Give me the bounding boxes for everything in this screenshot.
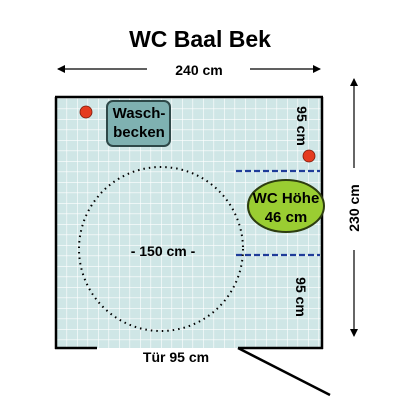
width-dimension: 240 cm [57,62,321,78]
sink-label-line2: becken [113,124,165,141]
upper-gap-label: 95 cm [294,106,310,146]
height-label: 230 cm [346,184,362,231]
red-dot-marker-right [302,149,316,163]
sink: Wasch- becken [106,100,171,147]
turning-circle-label: - 150 cm - [131,243,196,259]
walls [54,95,324,350]
door-leaf [237,346,331,397]
width-label: 240 cm [175,62,222,78]
sink-label-line1: Wasch- [113,105,166,122]
toilet-label-line2: 46 cm [265,209,308,226]
turning-circle [78,166,244,332]
door-label: Tür 95 cm [143,349,209,365]
toilet-bowl [247,179,325,233]
height-dimension: 230 cm [346,78,362,337]
sink-basin [106,100,171,147]
toilet: WC Höhe 46 cm [247,179,325,233]
toilet-label-line1: WC Höhe [253,190,320,207]
plan-title: WC Baal Bek [129,26,271,52]
lower-gap-label: 95 cm [293,277,309,317]
red-dot-marker-left [79,105,93,119]
